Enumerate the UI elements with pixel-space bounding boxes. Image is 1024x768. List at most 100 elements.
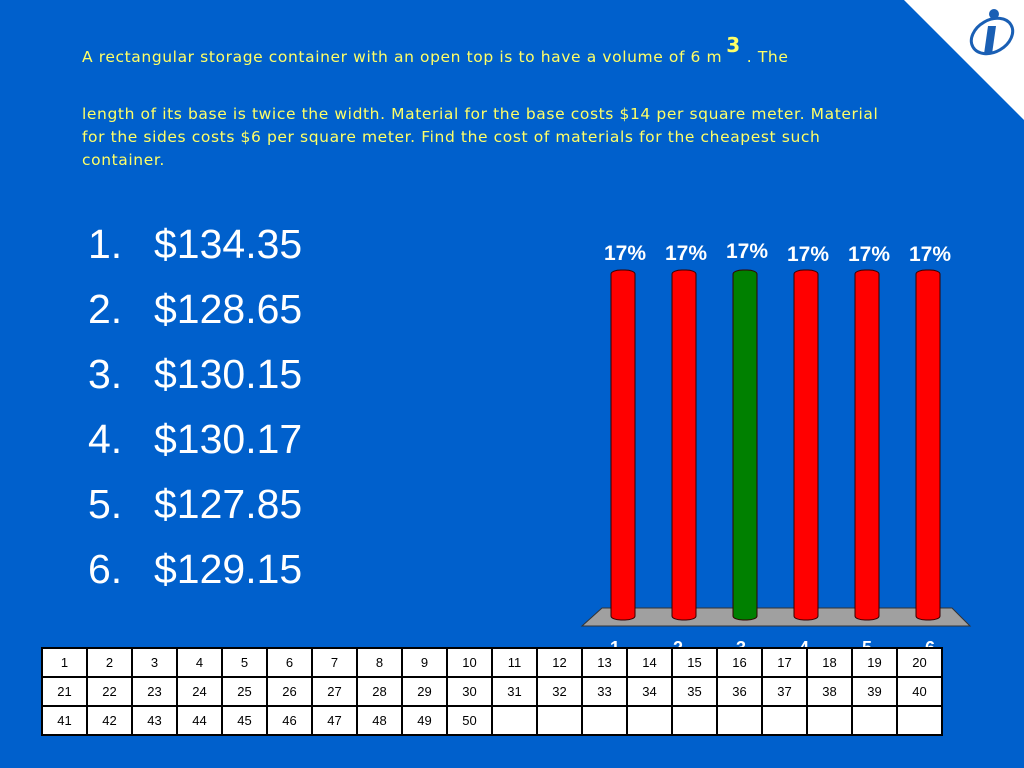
grid-cell: 26 xyxy=(266,676,313,707)
answer-text: $128.65 xyxy=(154,286,303,332)
answer-number: 2. xyxy=(88,286,123,332)
grid-cell: 5 xyxy=(221,647,268,678)
grid-cell: 13 xyxy=(581,647,628,678)
grid-cell: 47 xyxy=(311,705,358,736)
answer-choice: 6. $129.15 xyxy=(88,537,302,602)
grid-cell xyxy=(851,705,898,736)
data-label: 17% xyxy=(848,243,890,266)
grid-cell: 35 xyxy=(671,676,718,707)
grid-cell: 17 xyxy=(761,647,808,678)
grid-cell: 4 xyxy=(176,647,223,678)
answer-text: $130.17 xyxy=(154,416,303,462)
answer-choice: 4. $130.17 xyxy=(88,407,302,472)
grid-cell: 21 xyxy=(41,676,88,707)
grid-cell: 32 xyxy=(536,676,583,707)
grid-row: 41 42 43 44 45 46 47 48 49 50 xyxy=(41,705,943,736)
answer-text: $130.15 xyxy=(154,351,303,397)
grid-cell: 9 xyxy=(401,647,448,678)
grid-cell: 31 xyxy=(491,676,538,707)
grid-cell: 7 xyxy=(311,647,358,678)
answer-text: $129.15 xyxy=(154,546,303,592)
grid-cell: 19 xyxy=(851,647,898,678)
grid-cell: 27 xyxy=(311,676,358,707)
grid-cell: 15 xyxy=(671,647,718,678)
grid-cell: 18 xyxy=(806,647,853,678)
superscript-3: 3 xyxy=(726,33,741,57)
grid-cell xyxy=(716,705,763,736)
bar-6 xyxy=(915,269,941,621)
grid-cell: 6 xyxy=(266,647,313,678)
grid-cell: 38 xyxy=(806,676,853,707)
grid-row: 21 22 23 24 25 26 27 28 29 30 31 32 33 34 35 36 37 38 39 40 xyxy=(41,676,943,707)
grid-cell: 45 xyxy=(221,705,268,736)
grid-cell xyxy=(491,705,538,736)
grid-cell: 50 xyxy=(446,705,493,736)
data-label: 17% xyxy=(665,242,707,265)
grid-cell: 46 xyxy=(266,705,313,736)
answer-number: 1. xyxy=(88,221,123,267)
grid-cell: 24 xyxy=(176,676,223,707)
answer-number: 5. xyxy=(88,481,123,527)
grid-row: 1 2 3 4 5 6 7 8 9 10 11 12 13 14 15 16 17 18 19 20 xyxy=(41,647,943,678)
bar-2 xyxy=(671,269,697,621)
answer-choice: 5. $127.85 xyxy=(88,472,302,537)
answer-choice: 2. $128.65 xyxy=(88,277,302,342)
grid-cell: 43 xyxy=(131,705,178,736)
question-text: A rectangular storage container with an … xyxy=(82,34,902,172)
grid-cell xyxy=(761,705,808,736)
grid-cell: 11 xyxy=(491,647,538,678)
data-label: 17% xyxy=(909,243,951,266)
grid-cell xyxy=(581,705,628,736)
question-body: length of its base is twice the width. M… xyxy=(82,105,879,169)
grid-cell: 10 xyxy=(446,647,493,678)
data-label: 17% xyxy=(604,242,646,265)
answer-number: 6. xyxy=(88,546,123,592)
grid-cell xyxy=(626,705,673,736)
grid-cell: 23 xyxy=(131,676,178,707)
grid-cell xyxy=(536,705,583,736)
question-line-1: A rectangular storage container with an … xyxy=(82,33,789,67)
grid-cell: 20 xyxy=(896,647,943,678)
chart-floor xyxy=(580,607,972,627)
grid-cell: 1 xyxy=(41,647,88,678)
grid-cell: 40 xyxy=(896,676,943,707)
grid-cell xyxy=(671,705,718,736)
answer-number: 4. xyxy=(88,416,123,462)
data-label: 17% xyxy=(726,240,768,263)
answer-choices-list: 1. $134.35 2. $128.65 3. $130.15 4. $130.17 5. $1… xyxy=(88,212,302,602)
grid-cell: 22 xyxy=(86,676,133,707)
grid-cell: 12 xyxy=(536,647,583,678)
answer-choice: 3. $130.15 xyxy=(88,342,302,407)
grid-cell: 2 xyxy=(86,647,133,678)
grid-cell: 39 xyxy=(851,676,898,707)
turning-point-logo-icon xyxy=(969,9,1015,56)
grid-cell: 28 xyxy=(356,676,403,707)
bar-3 xyxy=(732,269,758,621)
grid-cell: 36 xyxy=(716,676,763,707)
grid-cell xyxy=(896,705,943,736)
grid-cell: 34 xyxy=(626,676,673,707)
grid-cell: 25 xyxy=(221,676,268,707)
grid-cell: 14 xyxy=(626,647,673,678)
data-label: 17% xyxy=(787,243,829,266)
bar-4 xyxy=(793,269,819,621)
bar-1 xyxy=(610,269,636,621)
bar-5 xyxy=(854,269,880,621)
answer-text: $127.85 xyxy=(154,481,303,527)
grid-cell: 29 xyxy=(401,676,448,707)
grid-cell: 3 xyxy=(131,647,178,678)
grid-cell: 48 xyxy=(356,705,403,736)
answer-number: 3. xyxy=(88,351,123,397)
grid-cell: 30 xyxy=(446,676,493,707)
grid-cell: 8 xyxy=(356,647,403,678)
grid-cell: 37 xyxy=(761,676,808,707)
answer-text: $134.35 xyxy=(154,221,303,267)
grid-cell: 16 xyxy=(716,647,763,678)
response-grid: 1 2 3 4 5 6 7 8 9 10 11 12 13 14 15 16 17 18 19 20 21 22 23 24 2… xyxy=(41,647,943,736)
grid-cell: 42 xyxy=(86,705,133,736)
grid-cell: 49 xyxy=(401,705,448,736)
answer-choice: 1. $134.35 xyxy=(88,212,302,277)
grid-cell: 41 xyxy=(41,705,88,736)
grid-cell: 33 xyxy=(581,676,628,707)
grid-cell xyxy=(806,705,853,736)
